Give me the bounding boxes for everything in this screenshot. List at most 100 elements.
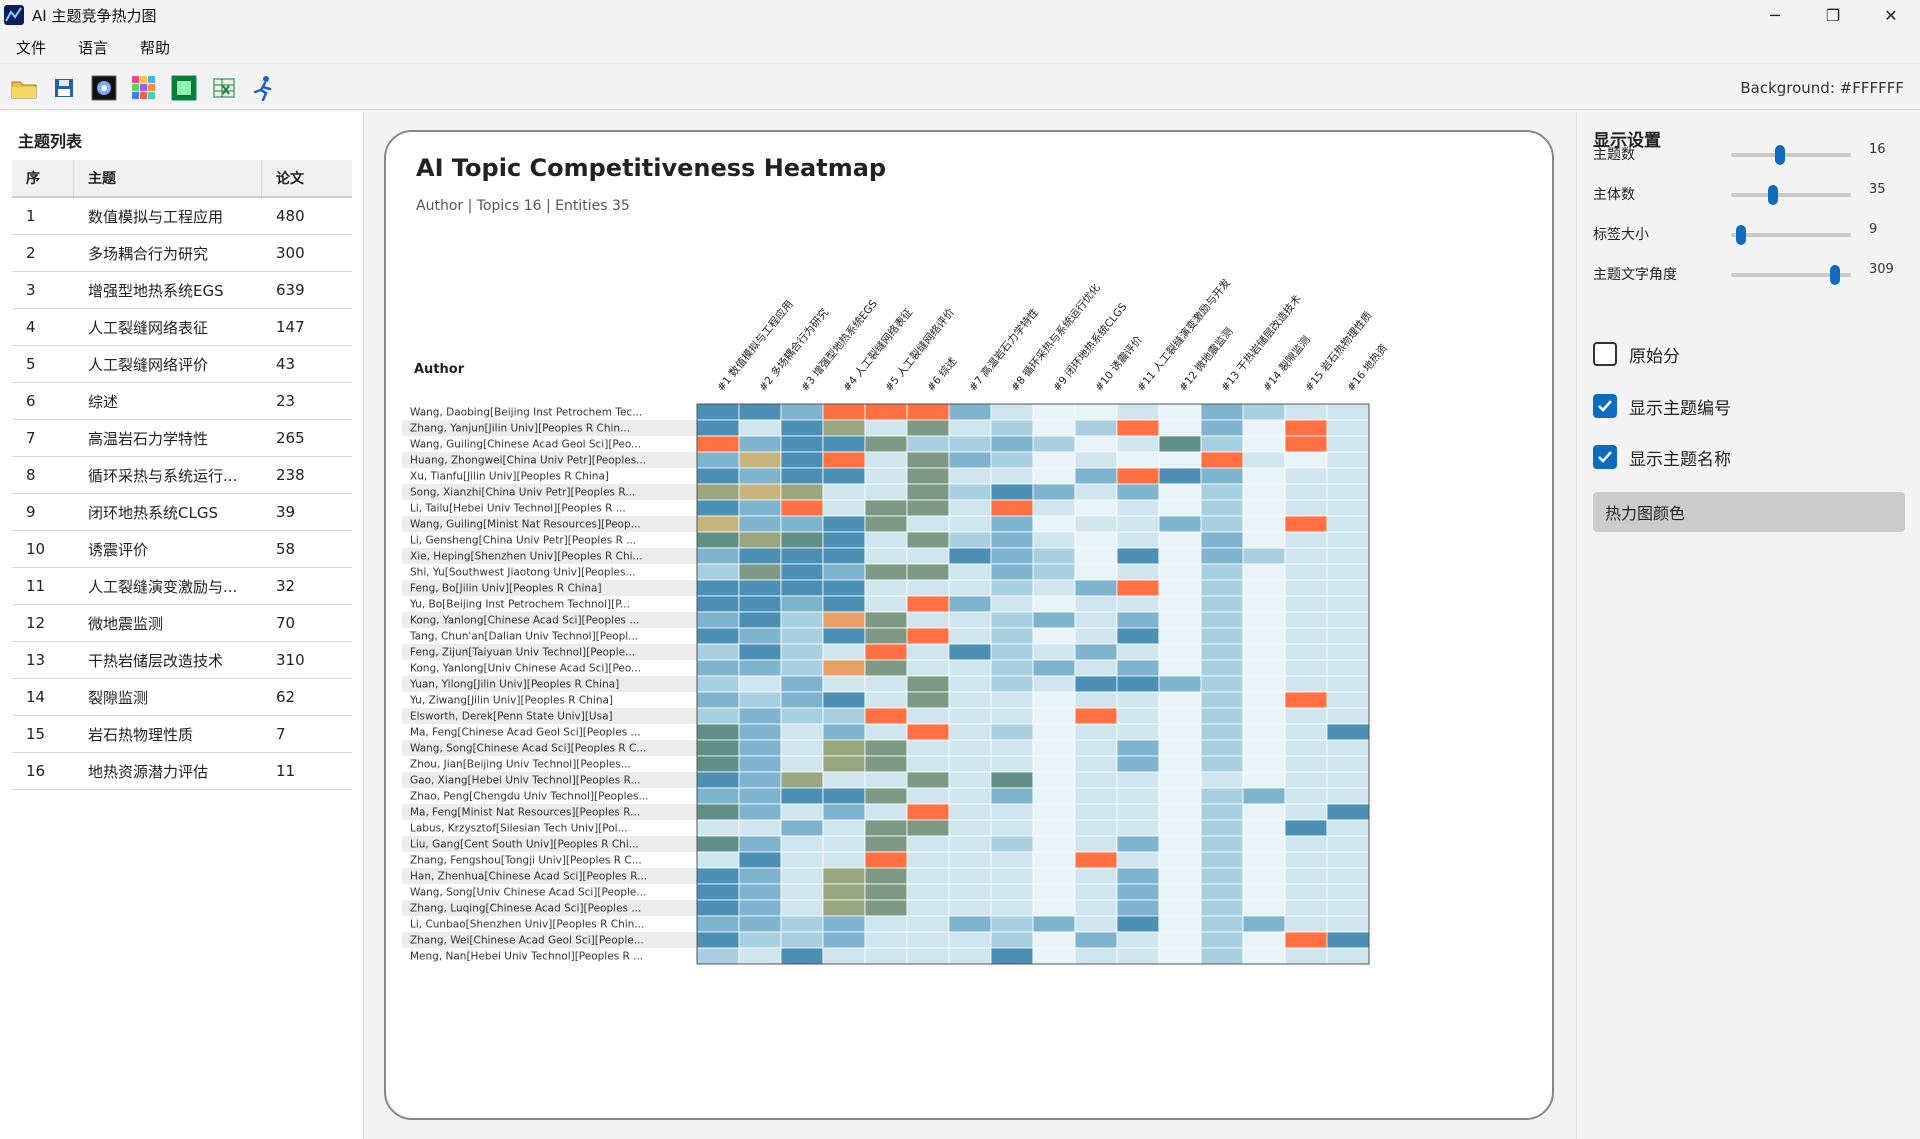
heatmap-cell[interactable]	[1326, 435, 1370, 453]
heatmap-cell[interactable]	[1242, 483, 1286, 501]
heatmap-cell[interactable]	[948, 947, 992, 965]
table-row[interactable]: 5 人工裂缝网络评价 43	[12, 346, 352, 383]
heatmap-cell[interactable]	[738, 691, 782, 709]
heatmap-cell[interactable]	[1326, 835, 1370, 853]
heatmap-cell[interactable]	[696, 803, 740, 821]
heatmap-cell[interactable]	[1284, 899, 1328, 917]
heatmap-cell[interactable]	[1242, 739, 1286, 757]
heatmap-cell[interactable]	[1158, 915, 1202, 933]
heatmap-cell[interactable]	[1284, 435, 1328, 453]
heatmap-cell[interactable]	[738, 579, 782, 597]
heatmap-cell[interactable]	[780, 515, 824, 533]
heatmap-cell[interactable]	[1242, 531, 1286, 549]
heatmap-cell[interactable]	[822, 515, 866, 533]
heatmap-cell[interactable]	[906, 403, 950, 421]
heatmap-cell[interactable]	[1032, 931, 1076, 949]
heatmap-cell[interactable]	[948, 467, 992, 485]
heatmap-cell[interactable]	[1242, 643, 1286, 661]
table-row[interactable]: 14 裂隙监测 62	[12, 679, 352, 716]
heatmap-cell[interactable]	[1326, 931, 1370, 949]
heatmap-cell[interactable]	[1242, 579, 1286, 597]
heatmap-cell[interactable]	[1158, 579, 1202, 597]
heatmap-cell[interactable]	[1242, 691, 1286, 709]
heatmap-cell[interactable]	[1158, 531, 1202, 549]
heatmap-cell[interactable]	[1116, 531, 1160, 549]
heatmap-cell[interactable]	[990, 739, 1034, 757]
heatmap-cell[interactable]	[696, 499, 740, 517]
heatmap-cell[interactable]	[1032, 403, 1076, 421]
heatmap-cell[interactable]	[864, 627, 908, 645]
heatmap-cell[interactable]	[1116, 595, 1160, 613]
heatmap-cell[interactable]	[990, 899, 1034, 917]
heatmap-cell[interactable]	[1326, 883, 1370, 901]
maximize-button[interactable]: ❐	[1825, 5, 1841, 25]
heatmap-cell[interactable]	[822, 467, 866, 485]
table-row[interactable]: 6 综述 23	[12, 383, 352, 420]
heatmap-cell[interactable]	[1116, 627, 1160, 645]
heatmap-cell[interactable]	[906, 771, 950, 789]
heatmap-cell[interactable]	[1200, 531, 1244, 549]
heatmap-cell[interactable]	[990, 579, 1034, 597]
table-row[interactable]: 4 人工裂缝网络表征 147	[12, 309, 352, 346]
heatmap-cell[interactable]	[1326, 675, 1370, 693]
heatmap-cell[interactable]	[822, 707, 866, 725]
heatmap-cell[interactable]	[1200, 403, 1244, 421]
heatmap-cell[interactable]	[864, 643, 908, 661]
heatmap-cell[interactable]	[1326, 611, 1370, 629]
heatmap-cell[interactable]	[906, 531, 950, 549]
heatmap-cell[interactable]	[738, 867, 782, 885]
heatmap-cell[interactable]	[738, 483, 782, 501]
heatmap-cell[interactable]	[696, 659, 740, 677]
menu-file[interactable]: 文件	[16, 39, 47, 57]
heatmap-cell[interactable]	[1326, 755, 1370, 773]
heatmap-cell[interactable]	[948, 883, 992, 901]
heatmap-cell[interactable]	[864, 563, 908, 581]
heatmap-cell[interactable]	[780, 659, 824, 677]
heatmap-cell[interactable]	[1158, 515, 1202, 533]
heatmap-cell[interactable]	[864, 771, 908, 789]
checkbox-row[interactable]: 显示主题编号	[1593, 392, 1731, 420]
heatmap-cell[interactable]	[1074, 851, 1118, 869]
heatmap-cell[interactable]	[780, 691, 824, 709]
heatmap-cell[interactable]	[696, 403, 740, 421]
heatmap-cell[interactable]	[696, 531, 740, 549]
heatmap-cell[interactable]	[738, 835, 782, 853]
heatmap-cell[interactable]	[1116, 579, 1160, 597]
heatmap-cell[interactable]	[1032, 659, 1076, 677]
heatmap-cell[interactable]	[1284, 531, 1328, 549]
close-button[interactable]: ✕	[1884, 5, 1898, 25]
heatmap-cell[interactable]	[780, 467, 824, 485]
heatmap-cell[interactable]	[948, 419, 992, 437]
heatmap-cell[interactable]	[1158, 851, 1202, 869]
heatmap-cell[interactable]	[780, 771, 824, 789]
heatmap-cell[interactable]	[864, 451, 908, 469]
heatmap-cell[interactable]	[1200, 675, 1244, 693]
heatmap-cell[interactable]	[948, 515, 992, 533]
heatmap-cell[interactable]	[1032, 819, 1076, 837]
heatmap-cell[interactable]	[1074, 563, 1118, 581]
heatmap-cell[interactable]	[822, 947, 866, 965]
heatmap-cell[interactable]	[948, 851, 992, 869]
heatmap-cell[interactable]	[738, 947, 782, 965]
heatmap-cell[interactable]	[738, 499, 782, 517]
heatmap-cell[interactable]	[1242, 883, 1286, 901]
heatmap-cell[interactable]	[906, 707, 950, 725]
heatmap-cell[interactable]	[1074, 707, 1118, 725]
heatmap-cell[interactable]	[864, 659, 908, 677]
heatmap-cell[interactable]	[1074, 787, 1118, 805]
heatmap-cell[interactable]	[948, 867, 992, 885]
heatmap-cell[interactable]	[822, 643, 866, 661]
heatmap-cell[interactable]	[1116, 883, 1160, 901]
heatmap-cell[interactable]	[906, 611, 950, 629]
heatmap-cell[interactable]	[1242, 707, 1286, 725]
heatmap-cell[interactable]	[906, 899, 950, 917]
heatmap-cell[interactable]	[1284, 819, 1328, 837]
heatmap-cell[interactable]	[864, 819, 908, 837]
heatmap-cell[interactable]	[1074, 451, 1118, 469]
heatmap-cell[interactable]	[822, 899, 866, 917]
heatmap-cell[interactable]	[864, 547, 908, 565]
heatmap-cell[interactable]	[1284, 579, 1328, 597]
heatmap-cell[interactable]	[1074, 467, 1118, 485]
heatmap-cell[interactable]	[1200, 419, 1244, 437]
heatmap-cell[interactable]	[948, 579, 992, 597]
